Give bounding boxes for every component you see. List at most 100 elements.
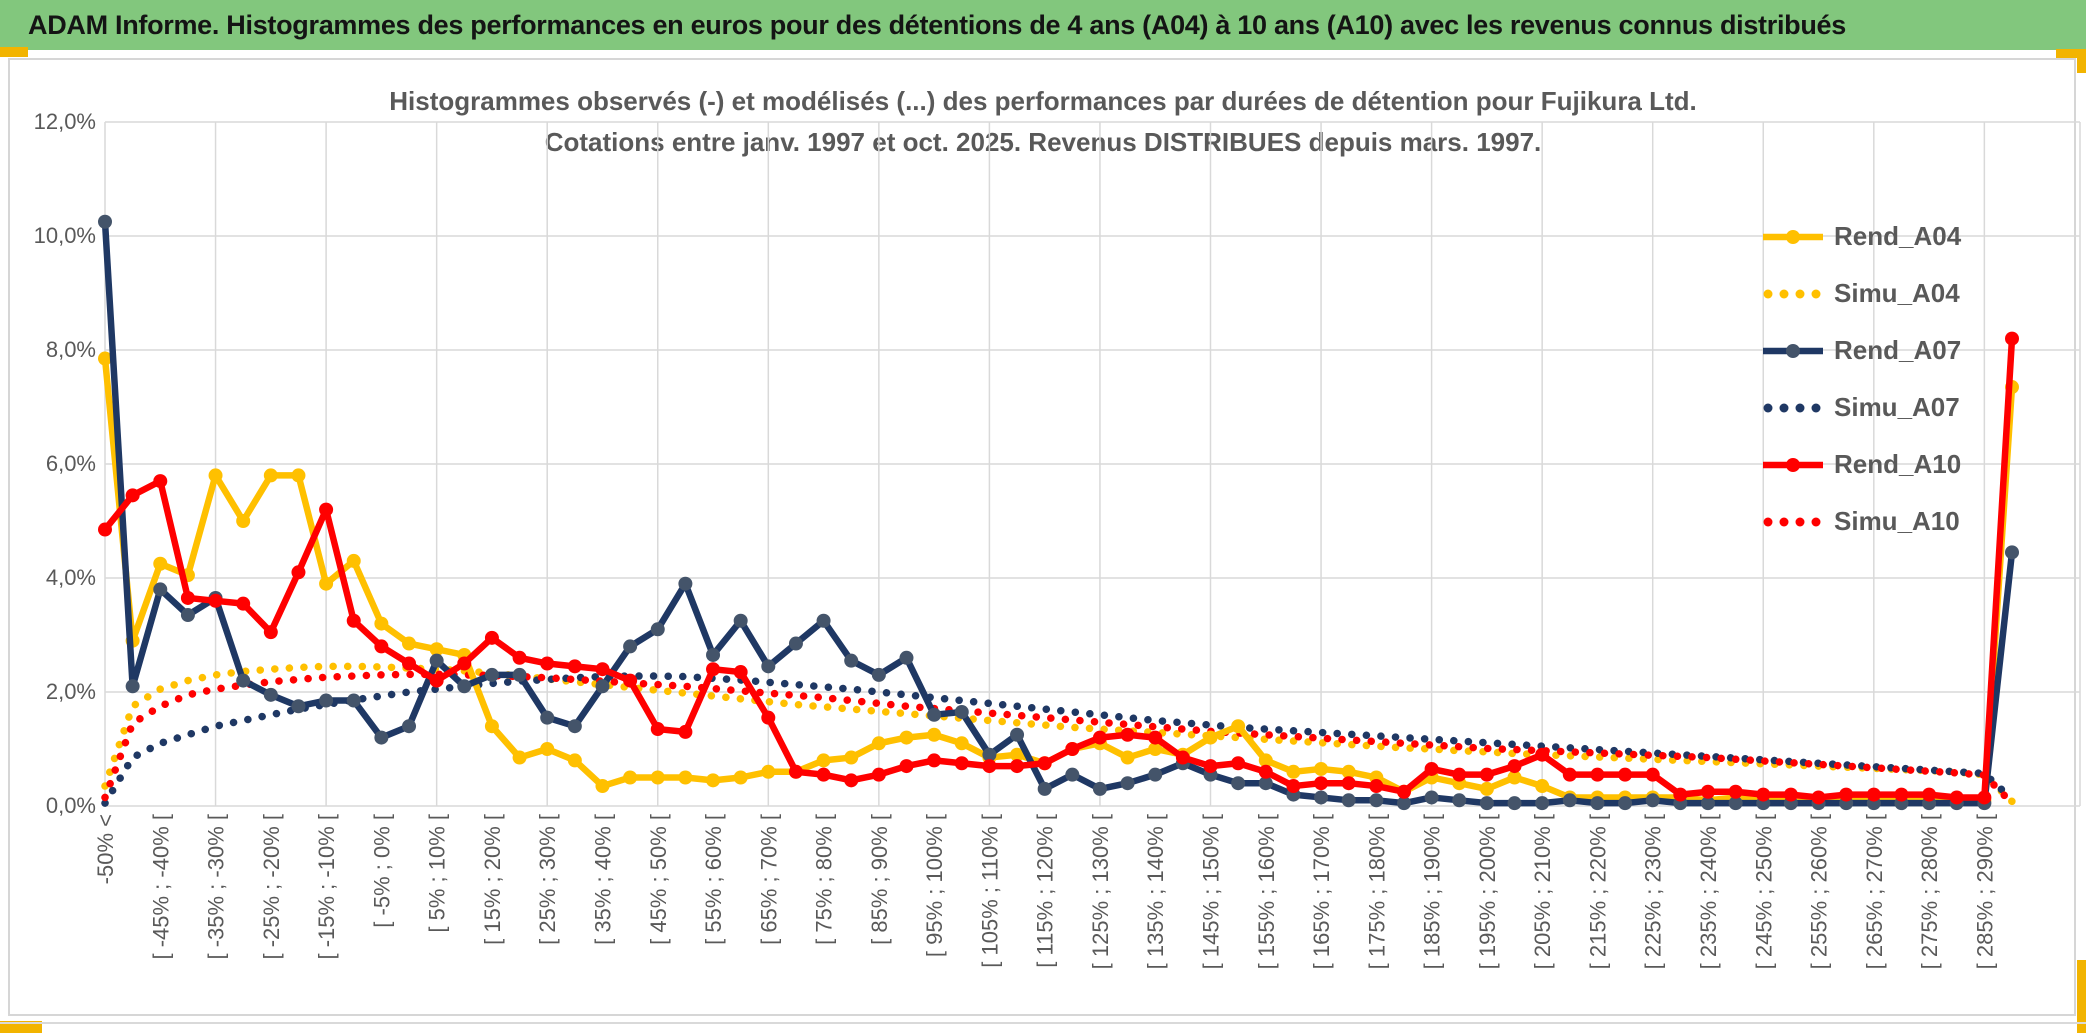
series-Rend_A07-line — [101, 221, 2016, 807]
data-point — [788, 764, 803, 779]
legend-item-Rend_A04: Rend_A04 — [1762, 208, 2002, 265]
data-point — [1839, 787, 1854, 802]
x-axis-tick-label: [ -5% ; 0% [ — [369, 814, 394, 928]
data-point — [623, 639, 638, 654]
data-point — [954, 704, 969, 719]
data-point — [1866, 787, 1881, 802]
data-point — [2005, 545, 2019, 560]
data-point — [1535, 796, 1550, 811]
data-point — [125, 679, 140, 694]
data-point — [1452, 767, 1467, 782]
data-point — [98, 351, 112, 366]
data-point — [484, 630, 499, 645]
data-point — [1175, 750, 1190, 765]
data-point — [1562, 767, 1577, 782]
data-point — [678, 724, 693, 739]
data-point — [236, 596, 251, 611]
data-point — [1424, 761, 1439, 776]
legend-dotted-line-sample — [1762, 285, 1824, 303]
data-point — [733, 770, 748, 785]
data-point — [1645, 793, 1660, 808]
data-point — [263, 468, 278, 483]
x-axis-tick-label: [ 275% ; 280% [ — [1917, 814, 1942, 969]
data-point — [1203, 730, 1218, 745]
data-point — [650, 770, 665, 785]
data-point — [1148, 730, 1163, 745]
x-axis-tick-label: [ 35% ; 40% [ — [590, 814, 615, 945]
data-point — [484, 667, 499, 682]
legend-item-Simu_A04: Simu_A04 — [1762, 265, 2002, 322]
data-point — [319, 576, 334, 591]
legend-label: Simu_A04 — [1834, 278, 1960, 308]
x-axis-tick-label: [ -45% ; -40% [ — [148, 814, 173, 960]
data-point — [346, 613, 361, 628]
data-point — [540, 742, 555, 756]
data-point — [291, 699, 306, 714]
x-axis-tick-label: [ 95% ; 100% [ — [922, 814, 947, 957]
data-point — [899, 730, 914, 745]
data-point — [374, 616, 389, 631]
x-axis-tick-label: [ -35% ; -30% [ — [204, 814, 229, 960]
data-point — [125, 488, 140, 503]
data-point — [1396, 784, 1411, 799]
data-point — [1590, 767, 1605, 782]
legend-solid-line-sample — [1762, 342, 1824, 360]
data-point — [1231, 776, 1246, 791]
legend-dotted-line-sample — [1762, 399, 1824, 417]
y-axis-tick-label: 12,0% — [34, 109, 96, 134]
data-point — [1700, 784, 1715, 799]
data-point — [1341, 776, 1356, 791]
data-point — [595, 679, 610, 694]
data-point — [1507, 759, 1522, 774]
legend-item-Simu_A07: Simu_A07 — [1762, 379, 2002, 436]
data-point — [291, 565, 306, 580]
x-axis-tick-label: [ 205% ; 210% [ — [1530, 814, 1555, 969]
data-point — [512, 667, 527, 682]
data-point — [346, 553, 361, 568]
data-point — [650, 622, 665, 637]
data-point — [1065, 767, 1080, 782]
data-point — [1065, 742, 1080, 756]
data-point — [1479, 767, 1494, 782]
data-point — [871, 767, 886, 782]
legend-label: Rend_A10 — [1834, 449, 1962, 479]
data-point — [567, 659, 582, 674]
data-point — [1010, 759, 1025, 774]
chart-title: Histogrammes observés (-) et modélisés (… — [389, 86, 1697, 116]
legend-label: Simu_A10 — [1834, 506, 1960, 536]
data-point — [1037, 781, 1052, 796]
data-point — [153, 582, 168, 597]
data-point — [402, 719, 417, 734]
data-point — [1507, 770, 1522, 785]
y-axis-tick-label: 4,0% — [46, 565, 96, 590]
x-axis-tick-label: [ 245% ; 250% [ — [1751, 814, 1776, 969]
data-point — [1231, 756, 1246, 771]
x-axis-tick-label: [ -25% ; -20% [ — [259, 814, 284, 960]
data-point — [1231, 719, 1246, 734]
data-point — [1479, 781, 1494, 796]
title-bar: ADAM Informe. Histogrammes des performan… — [0, 0, 2086, 50]
data-point — [1369, 779, 1384, 794]
data-point — [1949, 790, 1964, 805]
data-point — [1010, 727, 1025, 742]
data-point — [319, 502, 334, 517]
data-point — [1507, 796, 1522, 811]
data-point — [761, 764, 776, 779]
legend-item-Rend_A10: Rend_A10 — [1762, 436, 2002, 493]
legend-solid-line-sample — [1762, 228, 1824, 246]
data-point — [678, 770, 693, 785]
data-point — [236, 673, 251, 688]
data-point — [816, 753, 831, 768]
data-point — [1728, 784, 1743, 799]
legend-solid-line-sample — [1762, 456, 1824, 474]
data-point — [1120, 750, 1135, 765]
data-point — [733, 613, 748, 628]
x-axis-tick-label: [ 165% ; 170% [ — [1309, 814, 1334, 969]
data-point — [153, 556, 168, 571]
data-point — [816, 767, 831, 782]
x-axis-tick-label: [ 285% ; 290% [ — [1972, 814, 1997, 969]
data-point — [153, 474, 168, 489]
gold-accent-top-right — [2056, 49, 2086, 58]
gold-accent-top-right-edge — [2077, 49, 2086, 73]
data-point — [927, 727, 942, 742]
